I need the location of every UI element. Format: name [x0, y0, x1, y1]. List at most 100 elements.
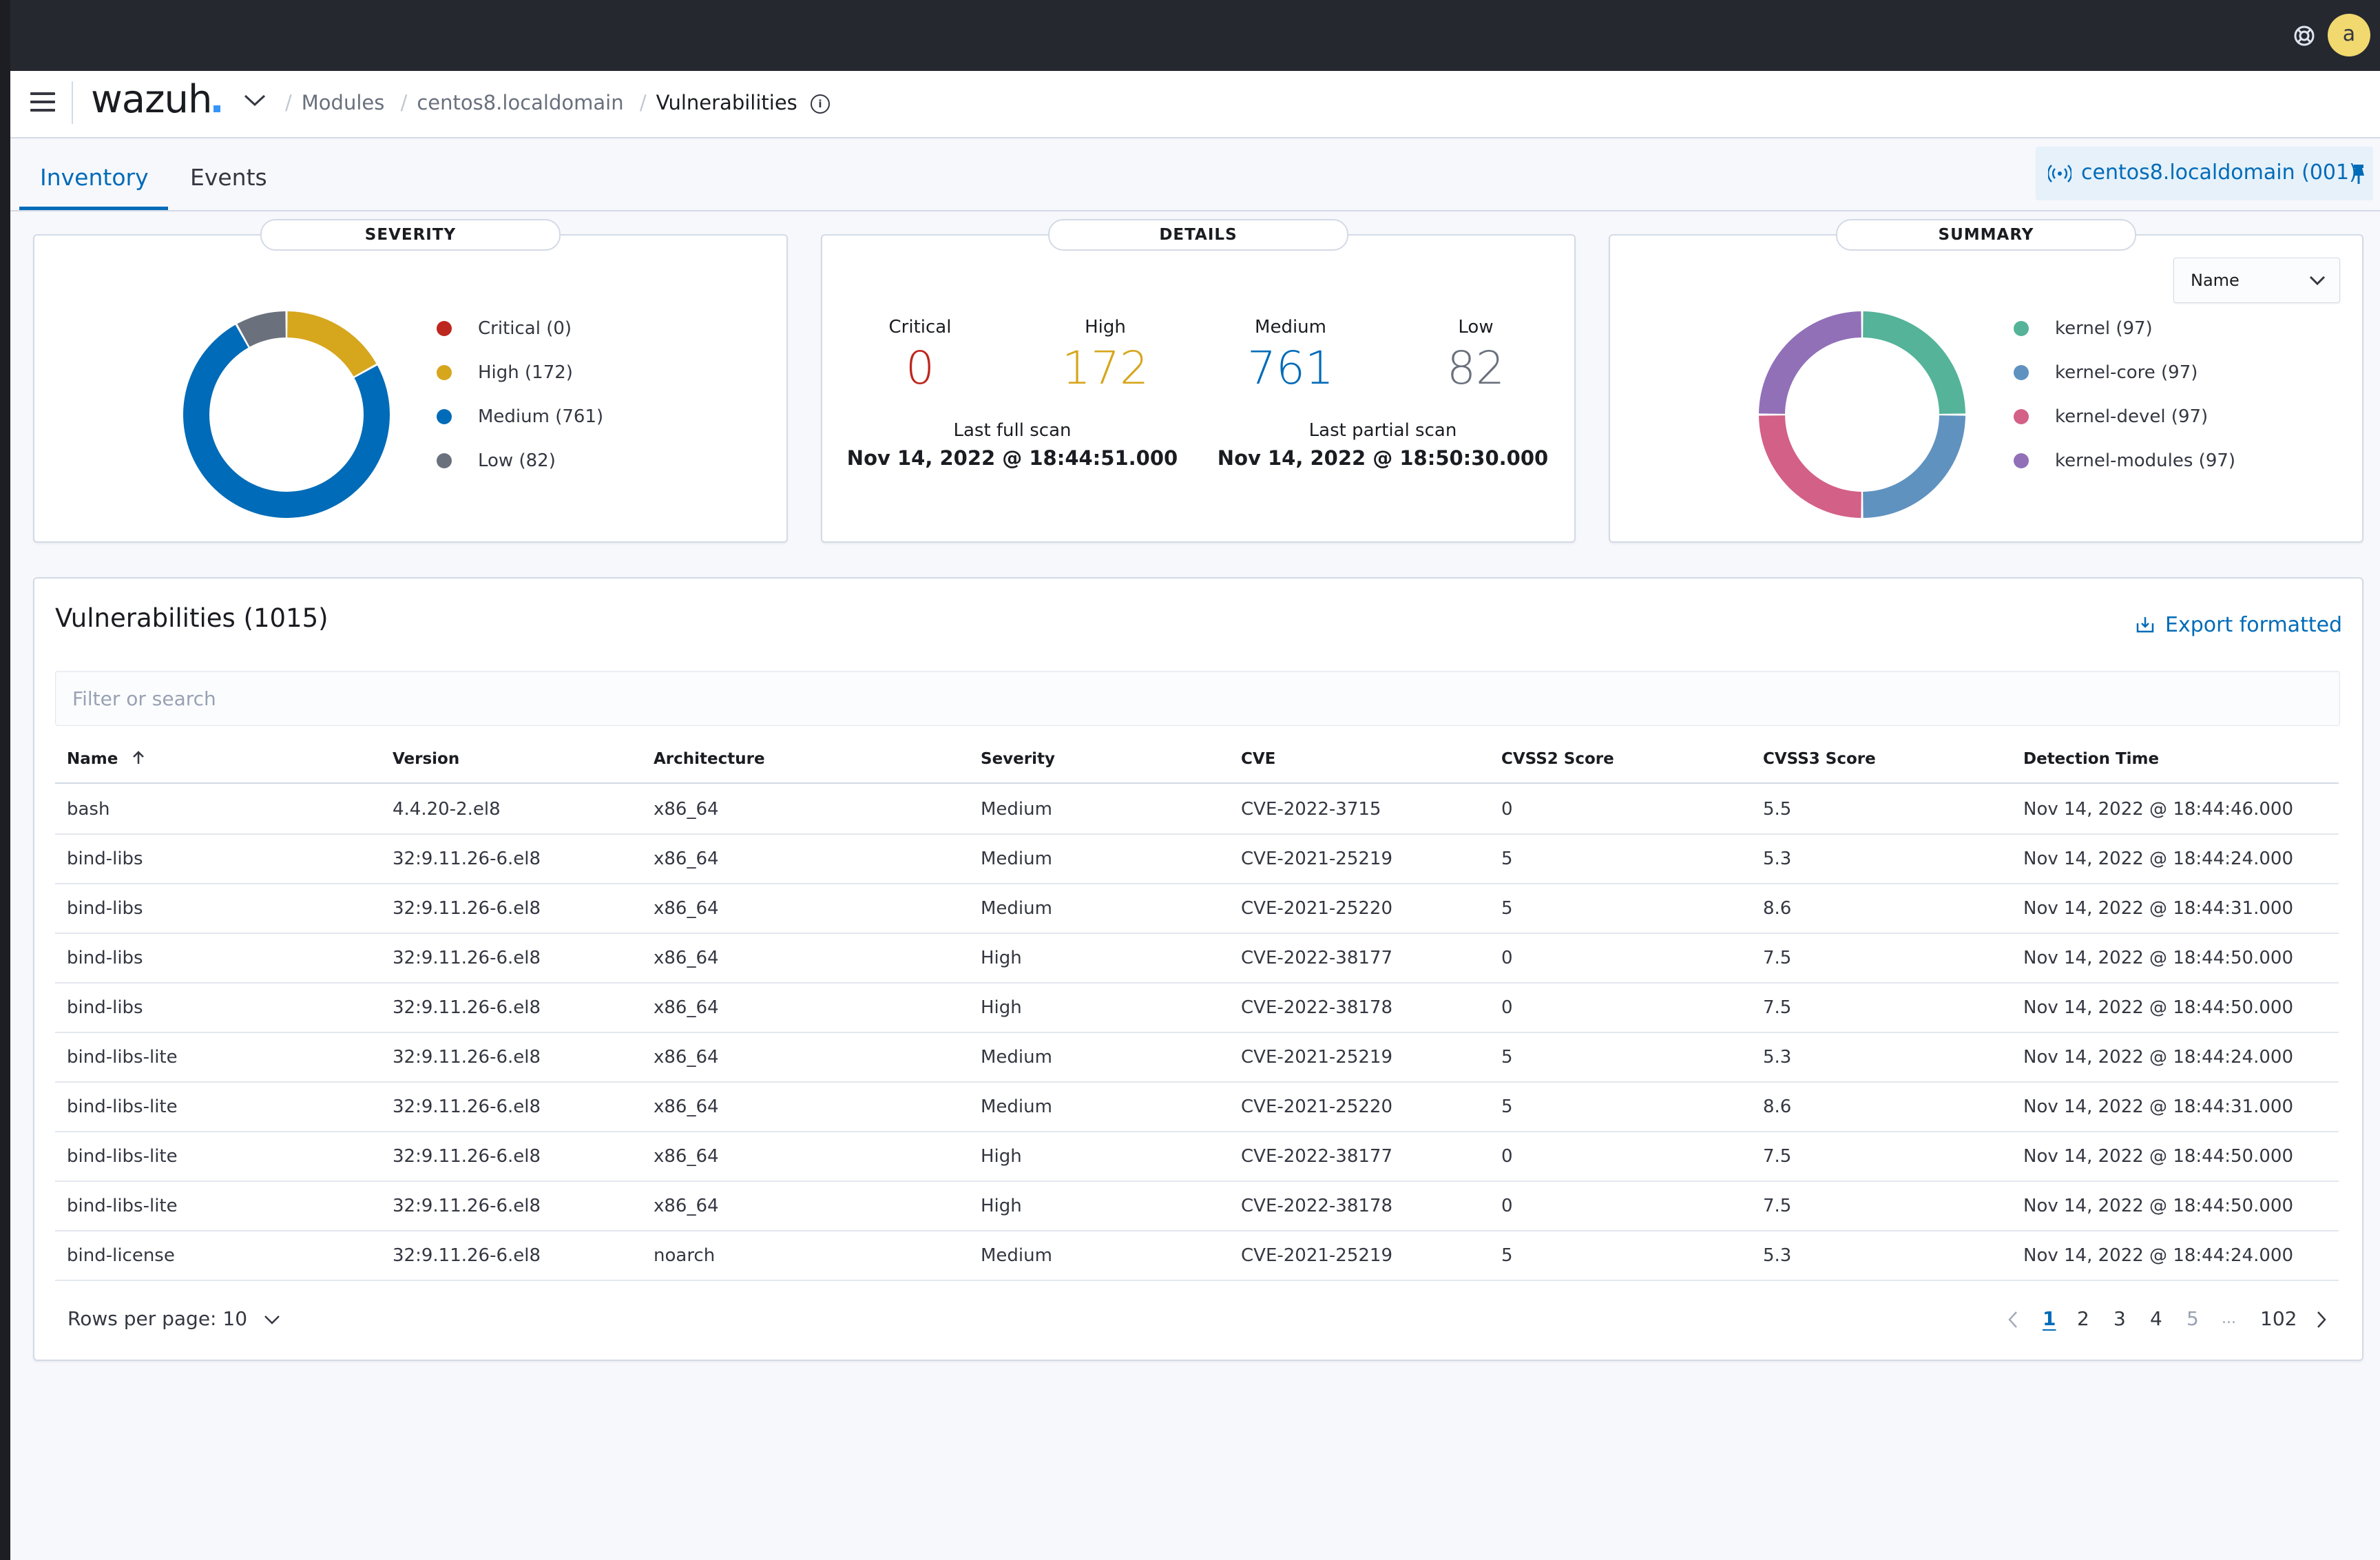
search-input[interactable] — [56, 672, 2339, 725]
table-row[interactable]: bash 4.4.20-2.el8 x86_64 Medium CVE-2022-371… — [55, 784, 2339, 835]
cell-cve: CVE-2021-25220 — [1241, 898, 1393, 919]
table-row[interactable]: bind-libs-lite 32:9.11.26-6.el8 x86_64 High… — [55, 1131, 2339, 1182]
info-icon[interactable]: i — [811, 94, 830, 114]
legend-dot — [2014, 453, 2029, 468]
donut-slice-kernel-modules[interactable] — [1759, 311, 1861, 414]
legend-dot — [437, 409, 452, 424]
last-full-scan-value: Nov 14, 2022 @ 18:44:51.000 — [846, 446, 1178, 470]
export-formatted-button[interactable]: Export formatted — [2135, 613, 2342, 637]
column-header-cvss3[interactable]: CVSS3 Score — [1763, 750, 1876, 768]
chevron-down-icon[interactable] — [241, 92, 269, 109]
column-header-version[interactable]: Version — [393, 750, 460, 768]
summary-field-select[interactable]: Name — [2173, 258, 2340, 303]
legend-item[interactable]: kernel-core (97) — [2014, 362, 2198, 383]
cell-cvss3: 7.5 — [1763, 1196, 1792, 1216]
cell-cvss3: 5.3 — [1763, 1245, 1792, 1266]
severity-panel — [33, 234, 788, 543]
donut-slice-high[interactable] — [287, 311, 377, 377]
table-row[interactable]: bind-libs-lite 32:9.11.26-6.el8 x86_64 Medi… — [55, 1032, 2339, 1083]
breadcrumb-modules[interactable]: Modules — [301, 91, 385, 114]
legend-label: kernel-core (97) — [2055, 362, 2198, 383]
column-header-detection-time[interactable]: Detection Time — [2023, 750, 2160, 768]
breadcrumb: / Modules / centos8.localdomain / Vulnerabi… — [275, 91, 830, 114]
cell-architecture: x86_64 — [654, 849, 719, 869]
severity-donut-chart — [183, 311, 390, 518]
help-icon[interactable] — [2289, 21, 2319, 51]
tab-events[interactable]: Events — [190, 164, 267, 191]
legend-item[interactable]: Medium (761) — [437, 406, 603, 427]
header-divider — [55, 782, 2339, 784]
donut-slice-low[interactable] — [237, 311, 286, 347]
rows-per-page-label: Rows per page: 10 — [67, 1307, 248, 1330]
column-header-architecture[interactable]: Architecture — [654, 750, 765, 768]
table-row[interactable]: bind-libs-lite 32:9.11.26-6.el8 x86_64 Medi… — [55, 1081, 2339, 1132]
cell-detection-time: Nov 14, 2022 @ 18:44:46.000 — [2023, 799, 2293, 820]
page-4[interactable]: 4 — [2150, 1307, 2162, 1330]
column-header-cvss2[interactable]: CVSS2 Score — [1501, 750, 1614, 768]
table-row[interactable]: bind-libs 32:9.11.26-6.el8 x86_64 Medium CVE… — [55, 883, 2339, 934]
tab-inventory[interactable]: Inventory — [40, 164, 149, 191]
legend-label: Critical (0) — [478, 318, 572, 339]
critical-label: Critical — [888, 317, 952, 337]
cell-architecture: x86_64 — [654, 799, 719, 820]
pin-icon[interactable] — [2350, 163, 2368, 185]
table-row[interactable]: bind-libs 32:9.11.26-6.el8 x86_64 High CVE-2… — [55, 982, 2339, 1033]
divider — [72, 81, 73, 124]
prev-page-icon[interactable] — [2007, 1310, 2019, 1329]
donut-slice-kernel[interactable] — [1863, 311, 1965, 414]
cell-cvss2: 0 — [1501, 799, 1513, 820]
cell-severity: High — [981, 1196, 1022, 1216]
page-3[interactable]: 3 — [2113, 1307, 2126, 1330]
donut-slice-kernel-core[interactable] — [1863, 415, 1965, 518]
cell-severity: Medium — [981, 849, 1052, 869]
table-row[interactable]: bind-libs 32:9.11.26-6.el8 x86_64 High CVE-2… — [55, 933, 2339, 984]
page-5[interactable]: 5 — [2186, 1307, 2199, 1330]
export-icon — [2136, 617, 2154, 633]
agent-badge-label: centos8.localdomain (001) — [2081, 160, 2357, 185]
breadcrumb-agent[interactable]: centos8.localdomain — [417, 91, 624, 114]
legend-label: kernel (97) — [2055, 318, 2153, 339]
donut-slice-kernel-devel[interactable] — [1759, 415, 1861, 518]
table-row[interactable]: bind-libs-lite 32:9.11.26-6.el8 x86_64 High… — [55, 1181, 2339, 1231]
agent-badge[interactable]: centos8.localdomain (001) — [2036, 147, 2373, 200]
legend-item[interactable]: kernel-modules (97) — [2014, 450, 2235, 471]
tabs-divider — [10, 210, 2380, 211]
cell-cvss2: 5 — [1501, 849, 1513, 869]
filter-search-bar[interactable] — [55, 671, 2340, 726]
column-header-cve[interactable]: CVE — [1241, 750, 1276, 768]
legend-item[interactable]: Low (82) — [437, 450, 556, 471]
cell-cve: CVE-2021-25219 — [1241, 1047, 1393, 1068]
table-row[interactable]: bind-libs 32:9.11.26-6.el8 x86_64 Medium CVE… — [55, 833, 2339, 884]
left-edge — [0, 0, 10, 1560]
app-header — [10, 71, 2380, 138]
user-avatar[interactable]: a — [2328, 14, 2370, 56]
cell-version: 32:9.11.26-6.el8 — [393, 1245, 541, 1266]
wazuh-logo[interactable]: wazuh — [91, 77, 220, 122]
menu-icon[interactable] — [30, 92, 55, 113]
select-value: Name — [2191, 271, 2240, 290]
legend-item[interactable]: Critical (0) — [437, 318, 572, 339]
rows-per-page-select[interactable]: Rows per page: 10 — [67, 1307, 281, 1330]
cell-detection-time: Nov 14, 2022 @ 18:44:50.000 — [2023, 997, 2293, 1018]
column-header-severity[interactable]: Severity — [981, 750, 1055, 768]
cell-version: 32:9.11.26-6.el8 — [393, 849, 541, 869]
cell-detection-time: Nov 14, 2022 @ 18:44:24.000 — [2023, 849, 2293, 869]
page-2[interactable]: 2 — [2077, 1307, 2089, 1330]
table-row[interactable]: bind-license 32:9.11.26-6.el8 noarch Medium… — [55, 1230, 2339, 1281]
export-label: Export formatted — [2165, 613, 2343, 637]
cell-cve: CVE-2022-38178 — [1241, 997, 1393, 1018]
cell-architecture: x86_64 — [654, 997, 719, 1018]
cell-architecture: x86_64 — [654, 1047, 719, 1068]
legend-item[interactable]: High (172) — [437, 362, 573, 383]
legend-item[interactable]: kernel-devel (97) — [2014, 406, 2208, 427]
cell-cvss3: 5.3 — [1763, 1047, 1792, 1068]
cell-version: 32:9.11.26-6.el8 — [393, 1096, 541, 1117]
cell-cvss2: 5 — [1501, 1245, 1513, 1266]
page-102[interactable]: 102 — [2260, 1307, 2297, 1330]
legend-item[interactable]: kernel (97) — [2014, 318, 2153, 339]
next-page-icon[interactable] — [2315, 1310, 2328, 1329]
page-1[interactable]: 1 — [2043, 1307, 2056, 1330]
cell-version: 32:9.11.26-6.el8 — [393, 1047, 541, 1068]
top-bar — [10, 0, 2380, 71]
column-header-name[interactable]: Name — [67, 750, 145, 768]
